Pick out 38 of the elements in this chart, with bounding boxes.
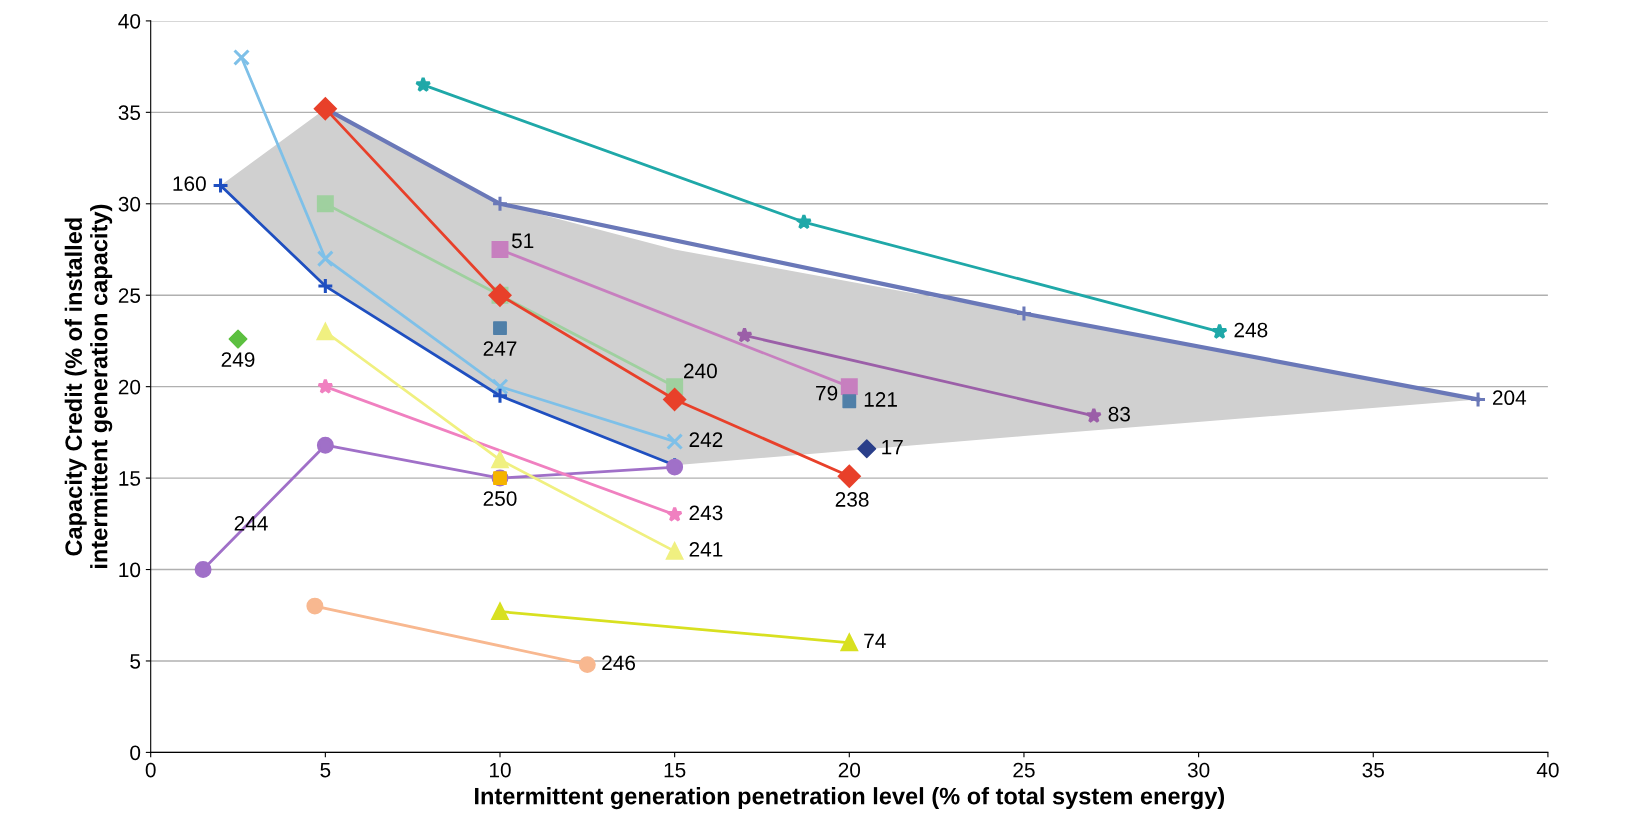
annotation: 247 <box>483 341 517 356</box>
annotation: 242 <box>689 432 723 447</box>
y-tick-label: 40 <box>118 13 141 29</box>
annotation: 79 <box>816 385 838 401</box>
annotation: 121 <box>864 392 897 407</box>
annotation: 248 <box>1234 322 1268 338</box>
y-tick-label: 10 <box>119 562 141 578</box>
annotation: 246 <box>602 655 636 671</box>
x-axis-title: Intermittent generation penetration level (% of total system energy) <box>475 787 1225 810</box>
annotation: 238 <box>835 492 869 507</box>
annotation: 160 <box>173 176 206 192</box>
x-tick-label: 30 <box>1187 762 1210 778</box>
x-tick-label: 35 <box>1362 762 1384 778</box>
y-tick-label: 0 <box>130 745 141 761</box>
y-tick-label: 35 <box>118 105 141 121</box>
y-tick-label: 30 <box>118 196 141 212</box>
annotation: 204 <box>1492 390 1527 406</box>
annotation: 240 <box>684 363 717 379</box>
x-tick-label: 5 <box>320 762 331 778</box>
y-tick-label: 5 <box>130 654 141 669</box>
y-tick-label: 15 <box>119 471 141 486</box>
x-tick-label: 40 <box>1536 762 1559 778</box>
y-tick-label: 25 <box>118 288 141 303</box>
x-tick-label: 15 <box>664 762 686 778</box>
annotation: 51 <box>511 233 534 249</box>
annotation: 249 <box>221 352 255 367</box>
annotation: 241 <box>689 542 723 557</box>
annotation: 243 <box>689 505 723 521</box>
y-tick-label: 20 <box>118 379 141 395</box>
annotation: 83 <box>1108 406 1130 422</box>
x-tick-label: 20 <box>838 762 861 778</box>
x-tick-label: 25 <box>1013 762 1035 778</box>
annotation: 17 <box>882 439 903 455</box>
annotation: 250 <box>483 491 517 506</box>
x-tick-label: 0 <box>145 762 156 778</box>
x-tick-label: 10 <box>490 762 511 778</box>
y-axis-title: Capacity Credit (% of installed intermittent generation capacity) <box>64 204 113 569</box>
annotation: 74 <box>864 633 886 649</box>
